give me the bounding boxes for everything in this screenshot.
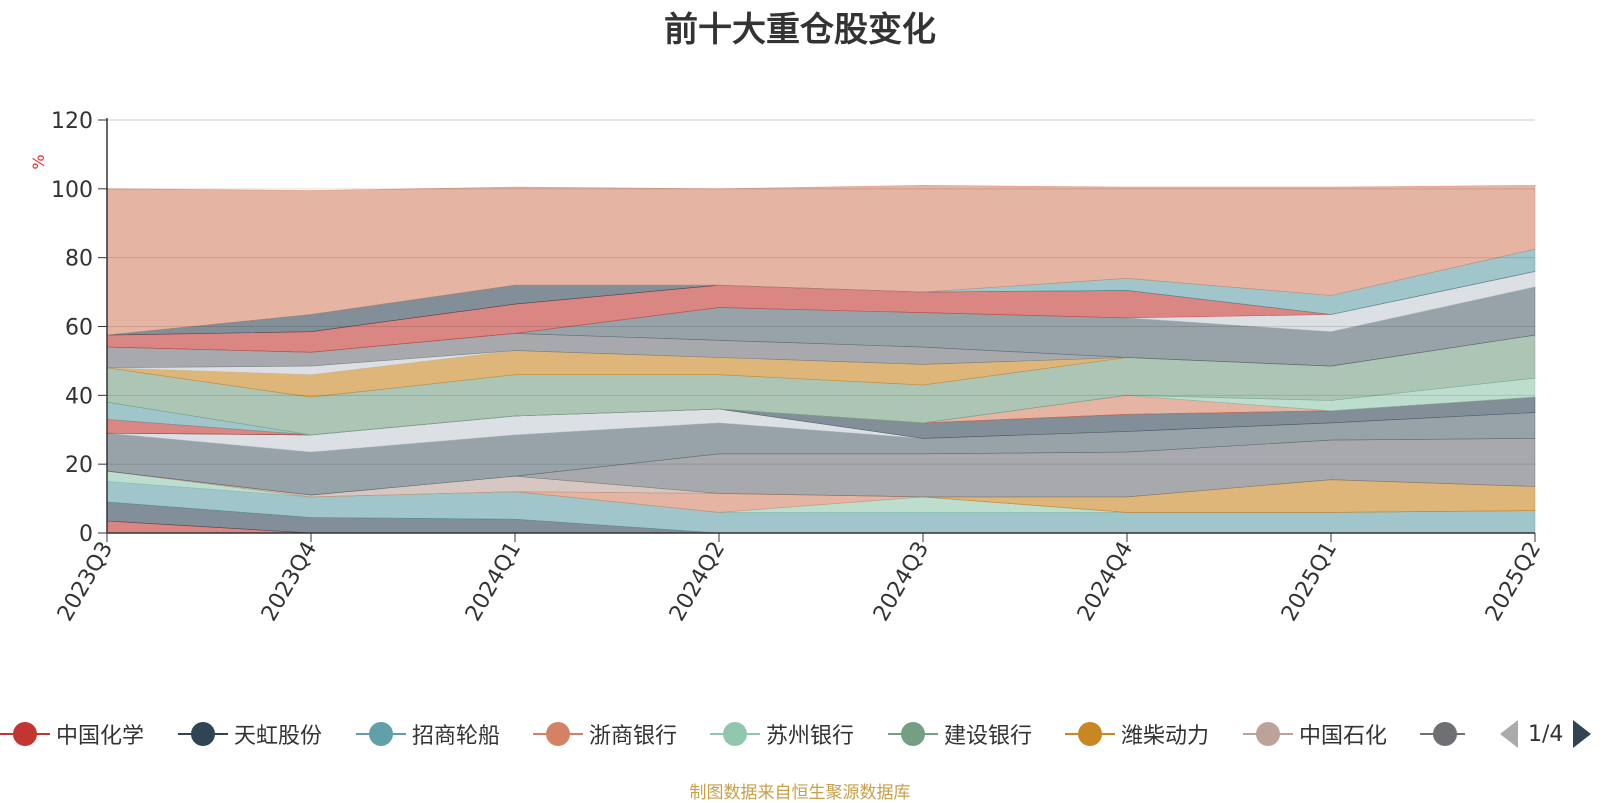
legend-swatch-icon xyxy=(1420,722,1465,746)
legend-next-icon[interactable] xyxy=(1573,720,1592,748)
x-tick-label-2025Q2: 2025Q2 xyxy=(1481,538,1546,626)
chart-title: 前十大重仓股变化 xyxy=(664,10,936,50)
legend-label: 天虹股份 xyxy=(234,724,323,749)
legend-swatch-icon xyxy=(888,722,938,746)
legend-pager: 1/4 xyxy=(1500,718,1592,750)
area-layer-24 xyxy=(106,185,1536,336)
x-tick-label-2023Q4: 2023Q4 xyxy=(257,538,322,626)
y-tick-label-120: 120 xyxy=(51,109,93,134)
legend-item[interactable]: 潍柴动力 xyxy=(1065,718,1209,750)
x-tick-label-2024Q1: 2024Q1 xyxy=(461,538,526,626)
legend-prev-icon[interactable] xyxy=(1500,720,1518,748)
x-tick-label-2023Q3: 2023Q3 xyxy=(53,538,118,626)
x-tick-label-2024Q2: 2024Q2 xyxy=(665,538,730,626)
legend-page-indicator: 1/4 xyxy=(1528,721,1564,747)
legend-item[interactable]: 苏州银行 xyxy=(710,718,854,750)
legend-swatch-icon xyxy=(0,722,50,746)
legend-label: 招商轮船 xyxy=(412,724,501,749)
legend: 中国化学 天虹股份 招商轮船 浙商银行 苏州银行 建设银行 潍柴动力 中国石化 三 xyxy=(0,718,1600,754)
y-tick-label-20: 20 xyxy=(65,453,93,478)
legend-item[interactable]: 中国石化 xyxy=(1243,718,1387,750)
x-tick-label-2024Q3: 2024Q3 xyxy=(869,538,934,626)
legend-swatch-icon xyxy=(178,722,228,746)
x-tick-label-2025Q1: 2025Q1 xyxy=(1277,538,1342,626)
x-tick-label-2024Q4: 2024Q4 xyxy=(1073,538,1138,626)
legend-label: 浙商银行 xyxy=(589,724,678,749)
legend-swatch-icon xyxy=(710,722,760,746)
stacked-area-chart: 0 20 40 60 80 100 120% 2023Q3 2023Q4 2024Q1 2024Q2… xyxy=(29,109,1546,626)
source-note: 制图数据来自恒生聚源数据库 xyxy=(689,783,911,803)
legend-label: 建设银行 xyxy=(944,724,1033,749)
legend-item[interactable]: 三 xyxy=(1420,718,1465,750)
legend-swatch-icon xyxy=(1243,722,1293,746)
legend-label: 潍柴动力 xyxy=(1121,724,1210,749)
legend-item[interactable]: 天虹股份 xyxy=(178,718,322,750)
legend-label: 中国石化 xyxy=(1299,724,1388,749)
legend-swatch-icon xyxy=(356,722,406,746)
legend-label: 苏州银行 xyxy=(766,724,855,749)
legend-label: 中国化学 xyxy=(56,724,145,749)
y-tick-label-40: 40 xyxy=(65,384,93,409)
legend-item[interactable]: 中国化学 xyxy=(0,718,144,750)
legend-item[interactable]: 招商轮船 xyxy=(356,718,500,750)
y-tick-label-80: 80 xyxy=(65,247,93,272)
y-tick-label-0: 0 xyxy=(79,522,93,547)
legend-item[interactable]: 浙商银行 xyxy=(533,718,677,750)
y-axis-unit: % xyxy=(29,154,48,169)
legend-swatch-icon xyxy=(533,722,583,746)
y-tick-label-100: 100 xyxy=(51,178,93,203)
y-tick-label-60: 60 xyxy=(65,316,93,341)
legend-item[interactable]: 建设银行 xyxy=(888,718,1032,750)
legend-items: 中国化学 天虹股份 招商轮船 浙商银行 苏州银行 建设银行 潍柴动力 中国石化 三 xyxy=(0,718,1465,754)
legend-swatch-icon xyxy=(1065,722,1115,746)
